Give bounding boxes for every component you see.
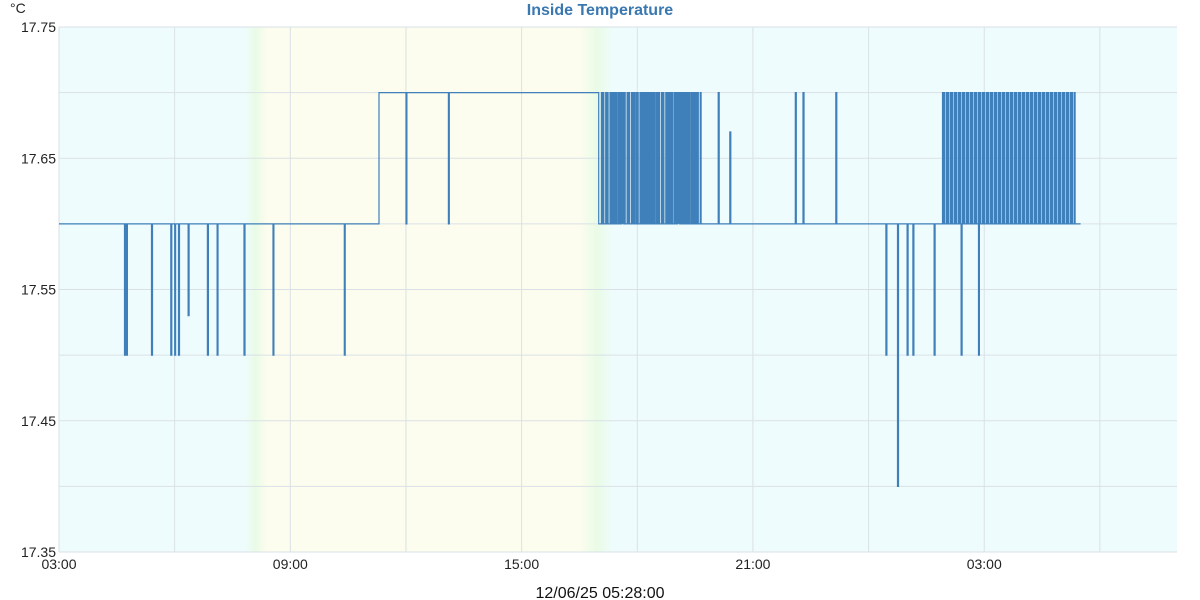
timestamp-label: 12/06/25 05:28:00 — [535, 585, 664, 600]
y-tick-label: 17.55 — [21, 282, 56, 298]
x-tick-label: 03:00 — [967, 556, 1002, 572]
y-tick-label: 17.35 — [21, 544, 56, 560]
temperature-series — [59, 92, 1081, 487]
x-tick-label: 21:00 — [735, 556, 770, 572]
y-tick-label: 17.45 — [21, 413, 56, 429]
temperature-line — [59, 92, 1081, 487]
chart-title: Inside Temperature — [527, 2, 674, 19]
y-tick-label: 17.65 — [21, 150, 56, 166]
y-tick-label: 17.75 — [21, 19, 56, 35]
y-axis-unit: °C — [10, 0, 26, 16]
x-tick-label: 03:00 — [41, 556, 76, 572]
x-tick-label: 15:00 — [504, 556, 539, 572]
x-tick-label: 09:00 — [273, 556, 308, 572]
